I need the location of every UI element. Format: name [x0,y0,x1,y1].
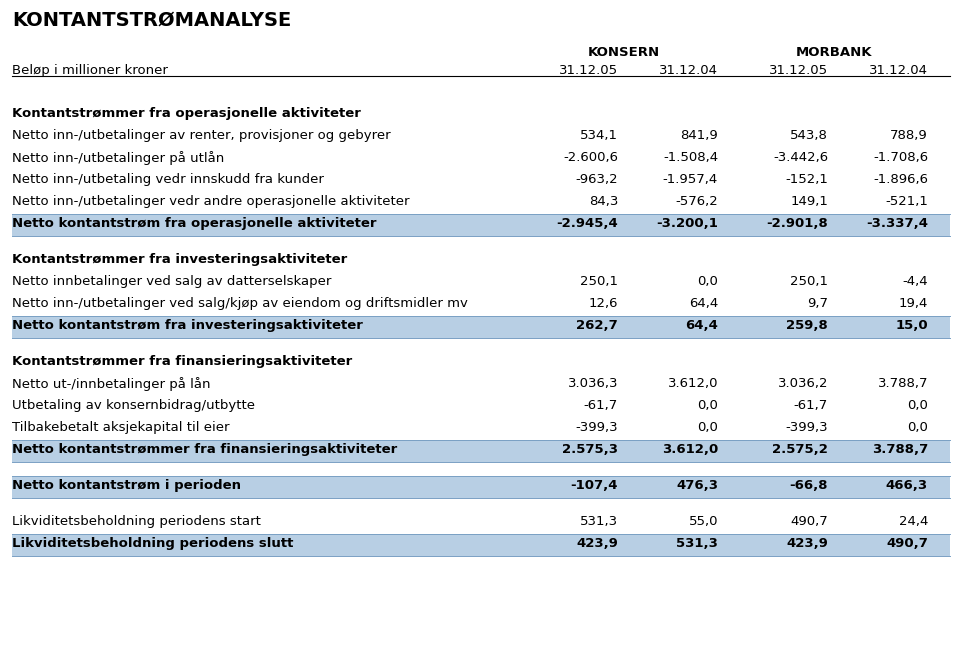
Text: KONSERN: KONSERN [588,46,660,59]
Text: Tilbakebetalt aksjekapital til eier: Tilbakebetalt aksjekapital til eier [12,421,229,434]
Text: Likviditetsbeholdning periodens slutt: Likviditetsbeholdning periodens slutt [12,537,294,550]
Text: 543,8: 543,8 [790,129,828,142]
Bar [12,214,950,236]
Text: Netto ut-/innbetalinger på lån: Netto ut-/innbetalinger på lån [12,377,210,391]
Text: 64,4: 64,4 [685,319,718,332]
Text: Netto inn-/utbetalinger på utlån: Netto inn-/utbetalinger på utlån [12,151,225,165]
Text: Kontantstrømmer fra investeringsaktiviteter: Kontantstrømmer fra investeringsaktivite… [12,253,348,266]
Text: 31.12.05: 31.12.05 [559,64,618,77]
Text: Netto kontantstrømmer fra finansieringsaktiviteter: Netto kontantstrømmer fra finansieringsa… [12,443,397,456]
Text: 3.036,2: 3.036,2 [778,377,828,390]
Text: 490,7: 490,7 [790,515,828,528]
Text: Kontantstrømmer fra finansieringsaktiviteter: Kontantstrømmer fra finansieringsaktivit… [12,355,352,368]
Text: 3.036,3: 3.036,3 [567,377,618,390]
Text: 31.12.04: 31.12.04 [869,64,928,77]
Text: Netto kontantstrøm fra operasjonelle aktiviteter: Netto kontantstrøm fra operasjonelle akt… [12,217,376,230]
Text: -4,4: -4,4 [902,275,928,288]
Text: -61,7: -61,7 [584,399,618,412]
Text: Netto inn-/utbetalinger vedr andre operasjonelle aktiviteter: Netto inn-/utbetalinger vedr andre opera… [12,195,410,208]
Text: 250,1: 250,1 [790,275,828,288]
Text: -66,8: -66,8 [789,479,828,492]
Text: 0,0: 0,0 [697,421,718,434]
Text: 3.788,7: 3.788,7 [877,377,928,390]
Text: 3.788,7: 3.788,7 [872,443,928,456]
Text: 3.612,0: 3.612,0 [661,443,718,456]
Text: -152,1: -152,1 [785,173,828,186]
Text: 534,1: 534,1 [580,129,618,142]
Text: 12,6: 12,6 [588,297,618,310]
Text: -61,7: -61,7 [794,399,828,412]
Text: 788,9: 788,9 [890,129,928,142]
Text: -399,3: -399,3 [575,421,618,434]
Text: 250,1: 250,1 [580,275,618,288]
Text: 31.12.05: 31.12.05 [769,64,828,77]
Text: -399,3: -399,3 [785,421,828,434]
Text: 841,9: 841,9 [681,129,718,142]
Text: 0,0: 0,0 [907,399,928,412]
Text: Utbetaling av konsernbidrag/utbytte: Utbetaling av konsernbidrag/utbytte [12,399,255,412]
Bar [12,440,950,462]
Text: 259,8: 259,8 [786,319,828,332]
Text: 3.612,0: 3.612,0 [667,377,718,390]
Text: 423,9: 423,9 [576,537,618,550]
Text: -3.337,4: -3.337,4 [866,217,928,230]
Text: 19,4: 19,4 [899,297,928,310]
Text: 15,0: 15,0 [896,319,928,332]
Text: 423,9: 423,9 [786,537,828,550]
Text: 262,7: 262,7 [576,319,618,332]
Text: 0,0: 0,0 [697,275,718,288]
Text: -521,1: -521,1 [885,195,928,208]
Bar [12,534,950,556]
Text: 2.575,3: 2.575,3 [562,443,618,456]
Text: -1.896,6: -1.896,6 [873,173,928,186]
Text: 490,7: 490,7 [886,537,928,550]
Text: -1.508,4: -1.508,4 [662,151,718,164]
Text: 531,3: 531,3 [676,537,718,550]
Text: Netto innbetalinger ved salg av datterselskaper: Netto innbetalinger ved salg av datterse… [12,275,331,288]
Text: MORBANK: MORBANK [796,46,873,59]
Text: Beløp i millioner kroner: Beløp i millioner kroner [12,64,168,77]
Text: -3.200,1: -3.200,1 [656,217,718,230]
Text: 24,4: 24,4 [899,515,928,528]
Text: Netto inn-/utbetaling vedr innskudd fra kunder: Netto inn-/utbetaling vedr innskudd fra … [12,173,324,186]
Text: 31.12.04: 31.12.04 [659,64,718,77]
Text: -2.901,8: -2.901,8 [766,217,828,230]
Text: -576,2: -576,2 [675,195,718,208]
Bar [12,476,950,498]
Text: KONTANTSTRØMANALYSE: KONTANTSTRØMANALYSE [12,11,291,30]
Text: -2.600,6: -2.600,6 [563,151,618,164]
Text: Likviditetsbeholdning periodens start: Likviditetsbeholdning periodens start [12,515,261,528]
Text: 531,3: 531,3 [580,515,618,528]
Text: -107,4: -107,4 [570,479,618,492]
Text: Netto kontantstrøm i perioden: Netto kontantstrøm i perioden [12,479,241,492]
Text: 476,3: 476,3 [676,479,718,492]
Text: -3.442,6: -3.442,6 [773,151,828,164]
Text: Netto inn-/utbetalinger av renter, provisjoner og gebyrer: Netto inn-/utbetalinger av renter, provi… [12,129,391,142]
Text: 149,1: 149,1 [790,195,828,208]
Text: Netto inn-/utbetalinger ved salg/kjøp av eiendom og driftsmidler mv: Netto inn-/utbetalinger ved salg/kjøp av… [12,297,468,310]
Text: 0,0: 0,0 [907,421,928,434]
Bar [12,316,950,338]
Text: 2.575,2: 2.575,2 [772,443,828,456]
Text: 466,3: 466,3 [886,479,928,492]
Text: Kontantstrømmer fra operasjonelle aktiviteter: Kontantstrømmer fra operasjonelle aktivi… [12,107,361,120]
Text: 9,7: 9,7 [807,297,828,310]
Text: -963,2: -963,2 [575,173,618,186]
Text: -1.708,6: -1.708,6 [873,151,928,164]
Text: -1.957,4: -1.957,4 [662,173,718,186]
Text: -2.945,4: -2.945,4 [556,217,618,230]
Text: 55,0: 55,0 [688,515,718,528]
Text: 64,4: 64,4 [688,297,718,310]
Text: 0,0: 0,0 [697,399,718,412]
Text: Netto kontantstrøm fra investeringsaktiviteter: Netto kontantstrøm fra investeringsaktiv… [12,319,363,332]
Text: 84,3: 84,3 [588,195,618,208]
